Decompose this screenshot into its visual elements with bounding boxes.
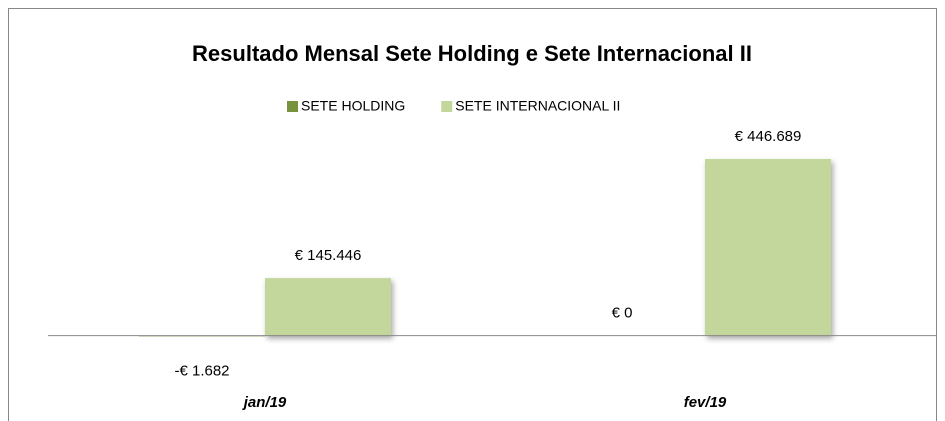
value-label: € 446.689 [735,128,802,145]
legend-label: SETE INTERNACIONAL II [455,98,620,114]
x-tick-label: jan/19 [242,394,287,411]
value-label: € 0 [612,305,633,322]
bar [265,278,391,336]
legend-swatch [287,101,298,112]
legend-label: SETE HOLDING [301,98,405,114]
value-label: -€ 1.682 [174,362,229,379]
bar [705,158,831,336]
legend-swatch [441,101,453,112]
value-label: € 145.446 [295,247,362,264]
x-tick-label: fev/19 [684,394,727,411]
chart-title: Resultado Mensal Sete Holding e Sete Int… [192,41,752,66]
